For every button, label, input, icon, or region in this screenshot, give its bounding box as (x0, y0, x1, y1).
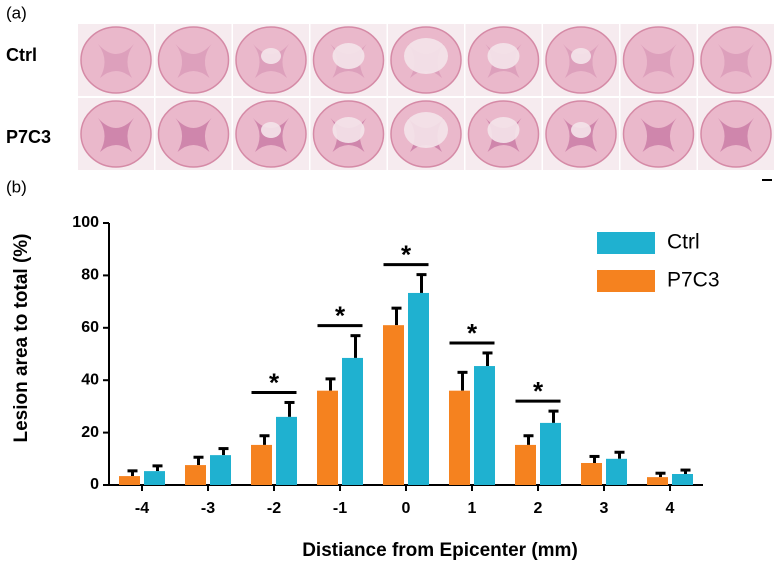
legend-label: Ctrl (667, 231, 700, 254)
bar (383, 325, 404, 485)
significance-star: * (335, 301, 346, 331)
legend-swatch (597, 270, 655, 292)
bar (210, 455, 231, 485)
x-tick-label: -3 (201, 500, 215, 517)
y-tick-label: 0 (90, 476, 99, 493)
lesion (332, 117, 365, 143)
bar (251, 444, 272, 485)
bar (119, 476, 140, 485)
x-tick-label: 1 (468, 500, 477, 517)
bar (606, 458, 627, 485)
significance-star: * (467, 318, 478, 348)
bar (474, 366, 495, 485)
lesion (332, 43, 365, 69)
significance-star: * (533, 376, 544, 406)
grey-matter (718, 118, 754, 152)
legend-label: P7C3 (667, 269, 720, 292)
x-tick-label: -4 (135, 500, 149, 517)
grey-matter (718, 44, 754, 78)
x-tick-label: 2 (534, 500, 543, 517)
bar (342, 357, 363, 485)
bar (408, 292, 429, 485)
bar (515, 444, 536, 485)
lesion (487, 43, 520, 69)
grey-matter (175, 44, 212, 78)
lesion (261, 122, 281, 138)
x-axis-label: Distiance from Epicenter (mm) (302, 540, 578, 561)
row-label: P7C3 (6, 127, 51, 147)
x-tick-label: 4 (666, 500, 675, 517)
x-tick-label: -2 (267, 500, 281, 517)
grey-matter (98, 44, 134, 78)
y-tick-label: 60 (81, 319, 99, 336)
y-tick-label: 80 (81, 267, 99, 284)
bar (540, 422, 561, 485)
x-tick-label: 0 (402, 500, 411, 517)
row-label: Ctrl (6, 45, 37, 65)
lesion (404, 112, 448, 148)
bar (647, 477, 668, 485)
bar (449, 390, 470, 485)
y-tick-label: 100 (72, 214, 99, 231)
grey-matter (640, 44, 677, 78)
significance-star: * (401, 239, 412, 269)
grey-matter (98, 118, 134, 152)
lesion (571, 48, 591, 64)
histology-panel (78, 24, 774, 170)
panel-label: (a) (6, 3, 27, 22)
significance-star: * (269, 367, 280, 397)
lesion (571, 122, 591, 138)
bar (144, 471, 165, 485)
x-tick-label: 3 (600, 500, 609, 517)
lesion (261, 48, 281, 64)
grey-matter (640, 118, 677, 152)
grey-matter (175, 118, 212, 152)
y-axis-label: Lesion area to total (%) (11, 233, 32, 442)
bar (672, 473, 693, 485)
x-tick-label: -1 (333, 500, 347, 517)
lesion (487, 117, 520, 143)
y-tick-label: 20 (81, 424, 99, 441)
y-tick-label: 40 (81, 371, 99, 388)
panel-label: (b) (6, 177, 27, 196)
legend-swatch (597, 232, 655, 254)
lesion (404, 38, 448, 74)
bar (185, 465, 206, 485)
bar (317, 390, 338, 485)
bar (276, 416, 297, 485)
bar (581, 462, 602, 485)
